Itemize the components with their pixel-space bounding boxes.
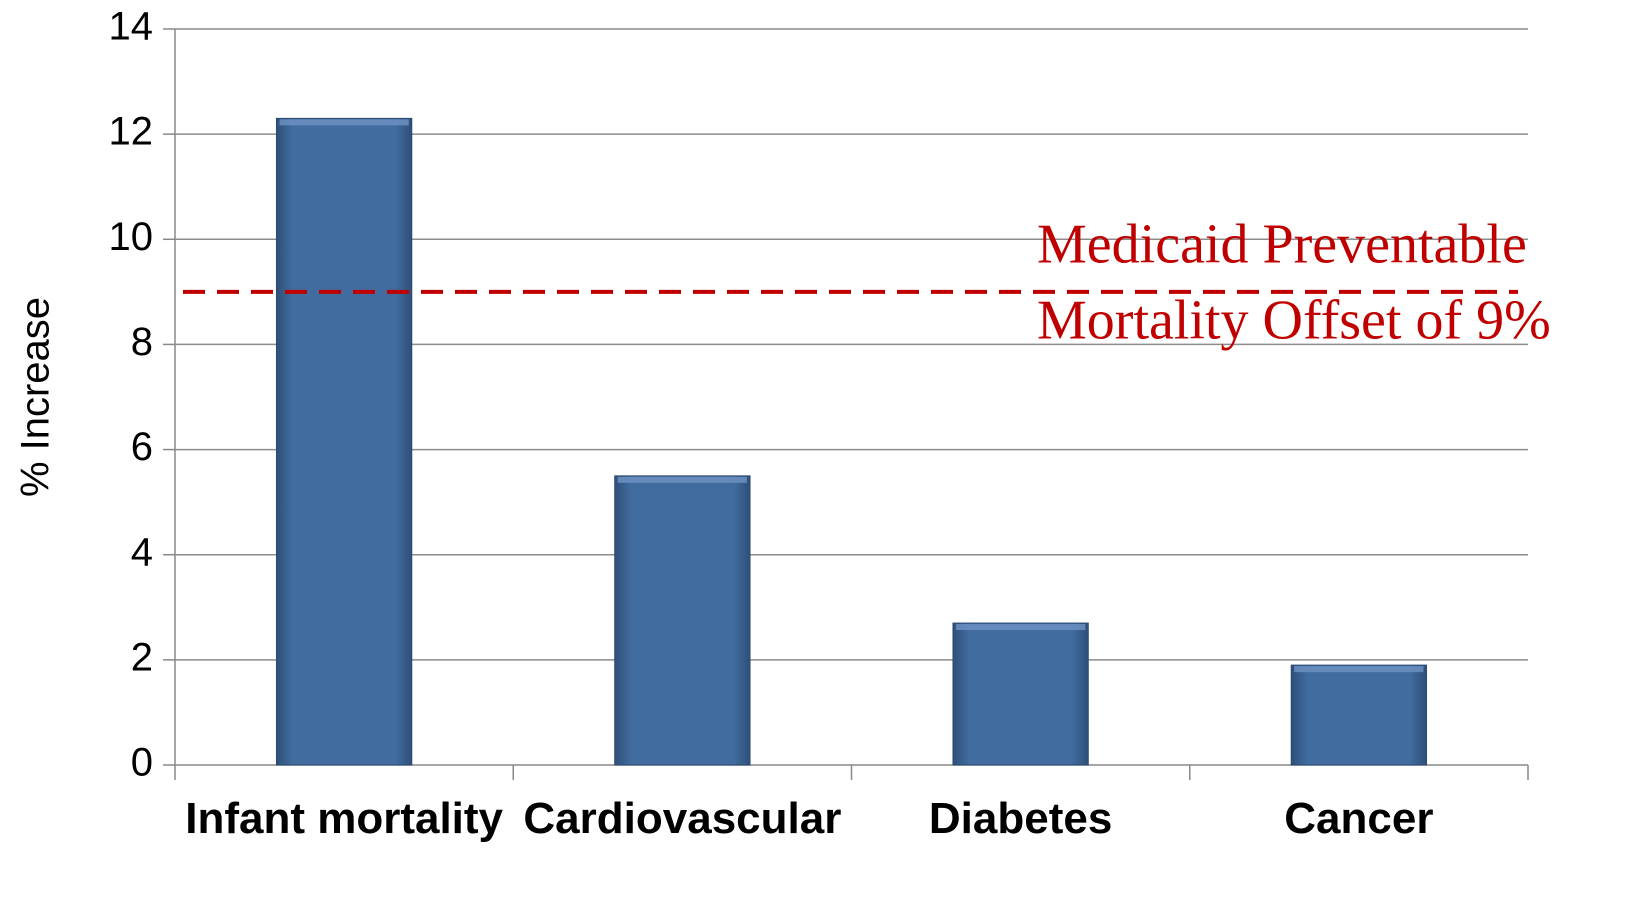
y-tick-label: 2 bbox=[131, 635, 153, 679]
bar-highlight bbox=[617, 476, 748, 483]
x-tick-label: Cancer bbox=[1284, 794, 1434, 843]
bar-highlight bbox=[1294, 666, 1424, 673]
reference-label: Medicaid Preventable bbox=[1037, 214, 1527, 276]
x-tick-label: Diabetes bbox=[928, 794, 1113, 843]
y-tick-label: 8 bbox=[131, 320, 153, 364]
bar-highlight bbox=[955, 624, 1086, 631]
x-tick-label: Cardiovascular bbox=[523, 794, 842, 843]
bar bbox=[1290, 664, 1428, 766]
y-tick-label: 10 bbox=[109, 215, 154, 259]
y-axis-label: % Increase bbox=[14, 297, 58, 497]
y-tick-label: 12 bbox=[109, 110, 154, 154]
y-tick-label: 14 bbox=[109, 5, 154, 49]
bar bbox=[614, 475, 751, 766]
y-tick-label: 6 bbox=[131, 425, 153, 469]
reference-label: Mortality Offset of 9% bbox=[1037, 290, 1551, 352]
bar-highlight bbox=[279, 119, 409, 126]
y-tick-label: 0 bbox=[131, 741, 153, 785]
y-tick-label: 4 bbox=[131, 530, 153, 574]
bar bbox=[275, 117, 413, 766]
x-tick-label: Infant mortality bbox=[185, 794, 504, 843]
bar bbox=[952, 622, 1089, 766]
